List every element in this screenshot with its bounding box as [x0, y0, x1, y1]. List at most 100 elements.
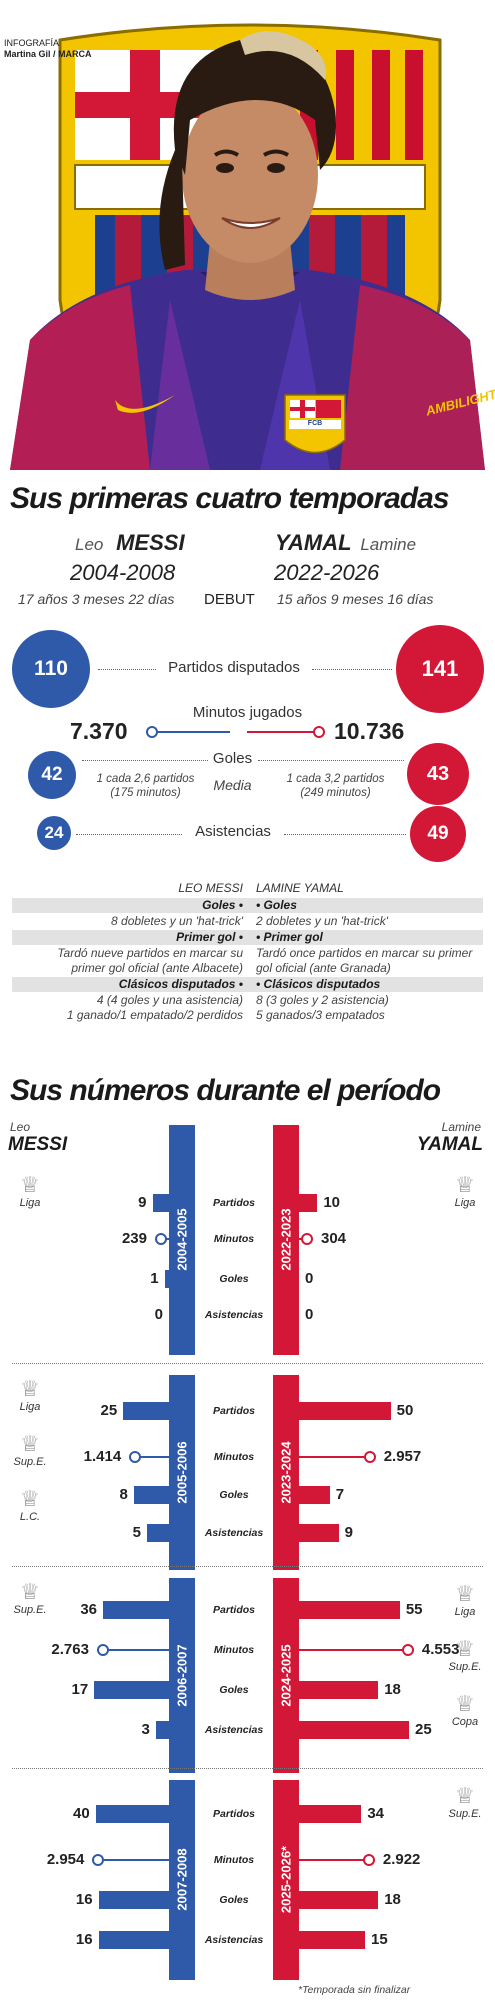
messi-bar	[103, 1601, 169, 1619]
messi-value: 5	[132, 1524, 141, 1541]
dotted-line	[258, 760, 404, 761]
yamal-bar	[299, 1601, 400, 1619]
media-label: Media	[213, 777, 252, 793]
table-cell-left: Clásicos disputados •	[118, 977, 243, 991]
yamal-value: 4.553	[421, 1641, 460, 1658]
table-row: Tardó nueve partidos en marcar su Tardó o…	[12, 946, 483, 961]
messi-goles-media: 1 cada 2,6 partidos (175 minutos)	[78, 772, 213, 800]
crest-text: FCB	[307, 420, 323, 427]
yamal-minutos-knob	[363, 1451, 376, 1463]
yamal-value: 18	[384, 1891, 401, 1908]
messi-value: 25	[100, 1402, 118, 1419]
yamal-season-column	[273, 1375, 299, 1570]
yamal-value: 18	[384, 1681, 401, 1698]
messi-bar	[152, 1194, 169, 1212]
yamal-value: 0	[305, 1306, 314, 1323]
messi-value: 17	[71, 1681, 89, 1698]
messi-trophy: ♕ Sup.E.	[5, 1431, 55, 1469]
trophy-label: Liga	[19, 1197, 41, 1209]
trophy-icon: ♕	[455, 1783, 475, 1808]
yamal-last: YAMAL	[275, 530, 352, 555]
messi-value: 1	[150, 1270, 159, 1287]
table-cell-left: Tardó nueve partidos en marcar su	[57, 946, 243, 960]
yamal-value: 15	[371, 1931, 388, 1948]
messi-value: 8	[119, 1486, 128, 1503]
messi-goles-circle: 42	[28, 751, 76, 799]
yamal-season-label: 2025-2026*	[278, 1845, 294, 1914]
messi-bar	[133, 1486, 169, 1504]
row-label: Partidos	[212, 1405, 255, 1417]
yamal-trophy: ♕ Sup.E.	[440, 1637, 490, 1674]
messi-season-label: 2006-2007	[174, 1643, 190, 1707]
row-label: Partidos	[212, 1197, 255, 1209]
row-label: Goles	[219, 1684, 249, 1696]
table-cell-right: • Clásicos disputados	[256, 977, 381, 991]
messi-value: 16	[75, 1931, 93, 1948]
yamal-value: 304	[321, 1230, 347, 1247]
yamal-first: Lamine	[360, 535, 417, 554]
yamal-trophy: ♕ Liga	[440, 1582, 490, 1619]
right-player-first: Lamine	[441, 1120, 481, 1134]
credit-line1: INFOGRAFÍA	[4, 38, 60, 48]
messi-value: 239	[121, 1230, 147, 1247]
messi-season-label: 2007-2008	[174, 1848, 190, 1911]
messi-bar	[98, 1891, 169, 1909]
messi-value: 40	[72, 1805, 90, 1822]
messi-minutos-knob	[96, 1644, 109, 1656]
messi-first: Leo	[75, 535, 104, 554]
messi-season-label: 2004-2005	[174, 1208, 190, 1271]
messi-bar	[98, 1931, 169, 1949]
trophy-label: Sup.E.	[13, 1456, 47, 1468]
yamal-value: 9	[344, 1524, 353, 1541]
row-label: Partidos	[212, 1808, 255, 1820]
messi-value: 0	[154, 1306, 163, 1323]
table-cell-left: primer gol oficial (ante Albacete)	[71, 961, 243, 975]
trophy-label: Sup.E.	[448, 1808, 482, 1820]
messi-bar	[155, 1721, 169, 1739]
messi-trophy: ♕ Sup.E.	[5, 1580, 55, 1617]
trophy-label: Sup.E.	[13, 1604, 47, 1616]
yamal-bar	[299, 1402, 391, 1420]
row-label: Goles	[219, 1489, 249, 1501]
yamal-partidos-circle: 141	[396, 625, 484, 713]
yamal-season-label: 2023-2024	[278, 1440, 294, 1504]
yamal-value: 0	[305, 1270, 314, 1287]
trophy-label: Liga	[454, 1606, 476, 1618]
row-label: Goles	[219, 1894, 249, 1906]
messi-season-label: 2005-2006	[174, 1440, 190, 1504]
footnote: *Temporada sin finalizar	[298, 1984, 411, 1996]
trophy-icon: ♕	[20, 1486, 40, 1511]
messi-partidos-circle: 110	[12, 630, 90, 708]
messi-minutos-knob	[155, 1233, 167, 1245]
table-cell-left: 1 ganado/1 empatado/2 perdidos	[66, 1008, 243, 1022]
left-player-last: MESSI	[8, 1134, 68, 1155]
season-separator	[12, 1768, 483, 1769]
goles-label: Goles	[212, 750, 253, 767]
row-label: Minutos	[213, 1854, 255, 1866]
yamal-season-label: 2024-2025	[278, 1643, 294, 1707]
yamal-years: 2022-2026	[274, 560, 380, 585]
trophy-label: Liga	[454, 1197, 476, 1209]
messi-minutos-line	[98, 1859, 169, 1861]
messi-last: MESSI	[116, 530, 185, 555]
messi-trophy: ♕ Liga	[5, 1377, 55, 1414]
row-label: Minutos	[213, 1233, 255, 1245]
trophy-label: L.C.	[19, 1511, 41, 1523]
trophy-icon: ♕	[455, 1691, 475, 1716]
row-label: Goles	[219, 1273, 249, 1285]
left-player-first: Leo	[10, 1120, 31, 1134]
yamal-season-column	[273, 1578, 299, 1773]
messi-debut-age: 17 años 3 meses 22 días	[18, 591, 175, 607]
messi-season-column	[169, 1780, 195, 1980]
right-player-last: YAMAL	[416, 1134, 483, 1155]
credit: INFOGRAFÍA Martina Gil / MARCA	[4, 38, 92, 60]
yamal-value: 7	[335, 1486, 345, 1503]
messi-bar	[94, 1681, 169, 1699]
row-label: Partidos	[212, 1604, 255, 1616]
yamal-value: 2.957	[383, 1448, 422, 1465]
yamal-bar	[299, 1805, 362, 1823]
trophy-label: Liga	[19, 1401, 41, 1413]
yamal-asistencias-circle: 49	[410, 806, 466, 862]
table-row: 4 (4 goles y una asistencia) 8 (3 goles y…	[12, 993, 483, 1008]
trophy-icon: ♕	[20, 1431, 40, 1456]
